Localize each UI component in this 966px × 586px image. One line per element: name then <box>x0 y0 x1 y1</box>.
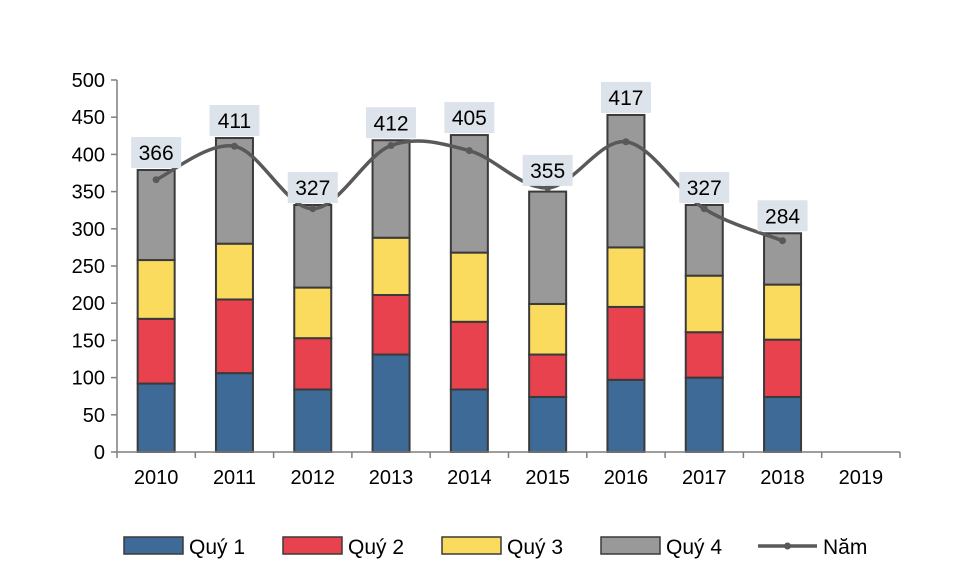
bar-2013-quy-2 <box>371 294 411 356</box>
data-label-box-2015 <box>522 154 573 186</box>
data-label-2014: 405 <box>452 107 487 130</box>
bar-2013-quy-3 <box>371 236 411 297</box>
bar-2017-quy-2 <box>684 331 724 379</box>
data-label-box-2012 <box>287 171 338 203</box>
bar-2011-quy-1 <box>214 372 254 454</box>
bar-2016-quy-2 <box>606 305 646 381</box>
data-label-2013: 412 <box>374 112 409 135</box>
legend-label-quý-1: Quý 1 <box>189 536 245 559</box>
point-nam-2016 <box>622 138 630 146</box>
legend: Quý 1 Quý 2 Quý 3 Quý 4 Năm <box>123 536 867 559</box>
y-tick-label-500: 500 <box>72 70 105 92</box>
bar-2015-quy-3 <box>528 302 568 356</box>
point-nam-2012 <box>309 205 317 213</box>
data-label-2011: 411 <box>218 110 251 133</box>
data-label-box-2011 <box>209 105 260 137</box>
bar-2010-quy-1 <box>136 382 176 453</box>
legend-swatch-marker-năm <box>784 542 791 550</box>
x-tick-label-2017: 2017 <box>682 467 727 489</box>
bar-2016-quy-1 <box>606 378 646 453</box>
data-label-box-2013 <box>366 107 417 139</box>
y-tick-label-50: 50 <box>83 405 105 427</box>
bar-2014-quy-2 <box>449 320 489 391</box>
bar-2011-quy-3 <box>214 242 254 301</box>
x-tick-label-2018: 2018 <box>760 467 805 489</box>
data-label-2017: 327 <box>687 177 722 200</box>
bar-2016-quy-4 <box>606 113 646 249</box>
legend-label-năm: Năm <box>823 536 867 559</box>
data-label-box-2018 <box>757 200 808 232</box>
y-tick-label-100: 100 <box>72 368 105 390</box>
bar-2015-quy-2 <box>528 353 568 398</box>
data-label-2016: 417 <box>608 87 643 110</box>
y-tick-label-400: 400 <box>72 144 105 166</box>
data-label-box-2014 <box>444 102 495 134</box>
bar-2015-quy-1 <box>528 395 568 454</box>
y-tick-label-300: 300 <box>72 219 105 241</box>
x-tick-label-2010: 2010 <box>134 467 179 489</box>
y-tick-label-250: 250 <box>72 256 105 278</box>
data-label-2018: 284 <box>765 205 800 228</box>
bar-2018-quy-2 <box>763 338 803 398</box>
bar-2012-quy-4 <box>293 203 333 289</box>
x-tick-label-2012: 2012 <box>291 467 336 489</box>
bar-2011-quy-2 <box>214 298 254 375</box>
bar-2011-quy-4 <box>214 137 254 245</box>
x-tick-label-2015: 2015 <box>525 467 570 489</box>
bar-2016-quy-3 <box>606 246 646 308</box>
bar-2010-quy-4 <box>136 169 176 262</box>
point-nam-2010 <box>152 176 160 184</box>
point-nam-2015 <box>544 184 552 192</box>
point-nam-2011 <box>230 142 238 150</box>
data-label-box-2016 <box>600 81 651 113</box>
point-nam-2013 <box>387 141 395 149</box>
y-tick-label-350: 350 <box>72 182 105 204</box>
legend-swatch-quý-4 <box>600 536 661 555</box>
bar-2012-quy-2 <box>293 337 333 391</box>
bar-2018-quy-1 <box>763 395 803 454</box>
data-label-2012: 327 <box>295 177 330 200</box>
data-label-box-2010 <box>131 137 182 169</box>
bar-2017-quy-3 <box>684 274 724 334</box>
x-tick-label-2014: 2014 <box>447 467 492 489</box>
bar-2012-quy-1 <box>293 388 333 453</box>
y-tick-label-0: 0 <box>94 442 105 464</box>
bar-2010-quy-2 <box>136 317 176 385</box>
axes-layer: 0 50 100 150 200 250 300 350 400 450 500 2010 2011 20… <box>72 70 901 489</box>
legend-swatch-quý-1 <box>123 536 184 555</box>
legend-label-quý-2: Quý 2 <box>348 536 404 559</box>
line-layer <box>152 138 787 245</box>
legend-label-quý-4: Quý 4 <box>666 536 722 559</box>
point-nam-2018 <box>779 237 787 245</box>
x-tick-label-2013: 2013 <box>369 467 414 489</box>
bar-2012-quy-3 <box>293 286 333 340</box>
y-tick-label-200: 200 <box>72 293 105 315</box>
y-tick-label-450: 450 <box>72 107 105 129</box>
data-label-box-2017 <box>679 171 730 203</box>
x-tick-label-2016: 2016 <box>604 467 649 489</box>
legend-swatch-quý-2 <box>282 536 343 555</box>
bar-2014-quy-1 <box>449 388 489 453</box>
bar-2015-quy-4 <box>528 190 568 305</box>
point-nam-2014 <box>465 147 473 155</box>
bar-2013-quy-1 <box>371 353 411 454</box>
bars-layer <box>136 113 803 454</box>
bar-2017-quy-1 <box>684 376 724 454</box>
bar-2014-quy-3 <box>449 251 489 323</box>
bar-2018-quy-3 <box>763 283 803 341</box>
legend-swatch-quý-3 <box>441 536 502 555</box>
bar-2010-quy-3 <box>136 259 176 320</box>
legend-label-quý-3: Quý 3 <box>507 536 563 559</box>
x-tick-label-2019: 2019 <box>839 467 884 489</box>
data-label-2010: 366 <box>139 142 174 165</box>
bar-2013-quy-4 <box>371 139 411 239</box>
bar-2018-quy-4 <box>763 232 803 286</box>
data-labels-layer: 366 411 327 412 405 355 417 327 284 <box>131 81 808 232</box>
x-tick-label-2011: 2011 <box>213 467 256 489</box>
y-tick-label-150: 150 <box>72 330 105 352</box>
point-nam-2017 <box>700 205 708 213</box>
data-label-2015: 355 <box>530 160 565 183</box>
